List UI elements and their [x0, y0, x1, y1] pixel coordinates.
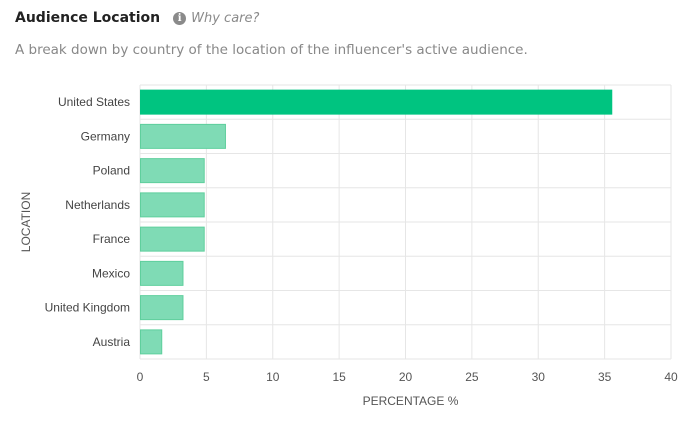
bar-mexico — [140, 260, 184, 286]
x-tick-label: 30 — [532, 370, 546, 384]
x-tick-label: 15 — [332, 370, 346, 384]
bar-united-kingdom — [140, 295, 184, 321]
info-icon[interactable]: i — [173, 11, 187, 25]
bar-poland — [140, 158, 205, 184]
y-axis-title: LOCATION — [19, 192, 33, 252]
bar-austria — [140, 329, 163, 355]
x-tick-label: 25 — [465, 370, 479, 384]
category-label: Mexico — [92, 266, 130, 280]
x-tick-label: 10 — [266, 370, 280, 384]
why-care-link[interactable]: i Why care? — [173, 11, 259, 26]
category-label: France — [93, 232, 131, 246]
category-label: United Kingdom — [45, 301, 130, 315]
bar-france — [140, 226, 205, 252]
x-tick-label: 5 — [203, 370, 210, 384]
category-label: Austria — [93, 335, 131, 349]
x-axis-title: PERCENTAGE % — [363, 394, 459, 408]
chart-subtitle: A break down by country of the location … — [15, 42, 528, 58]
bar-germany — [140, 123, 226, 149]
x-tick-label: 35 — [598, 370, 612, 384]
category-label: Netherlands — [65, 198, 130, 212]
x-tick-label: 40 — [664, 370, 678, 384]
why-care-label[interactable]: Why care? — [191, 10, 260, 26]
x-tick-label: 0 — [137, 370, 144, 384]
category-label: Germany — [81, 129, 130, 143]
bar-united-states — [140, 89, 613, 115]
category-label: United States — [58, 95, 130, 109]
page-title: Audience Location — [15, 10, 161, 26]
category-label: Poland — [93, 164, 130, 178]
x-tick-label: 20 — [399, 370, 413, 384]
chart-header: Audience Location i Why care? — [15, 10, 259, 26]
bar-netherlands — [140, 192, 205, 218]
